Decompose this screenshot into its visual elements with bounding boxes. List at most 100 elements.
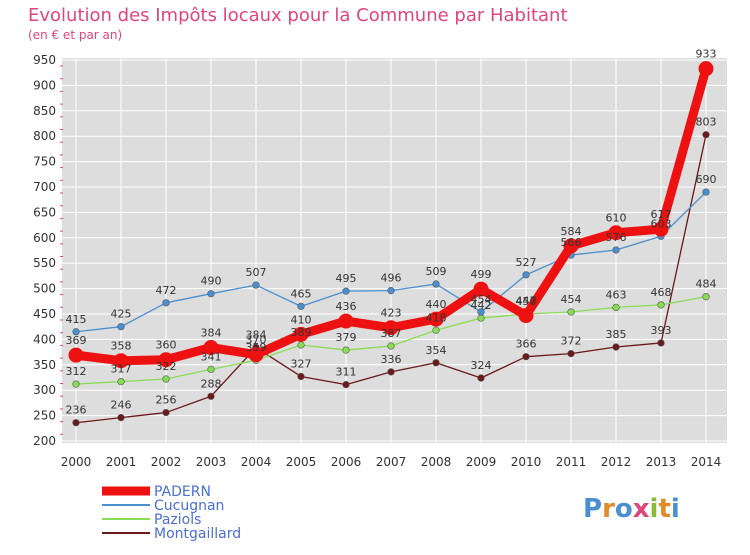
x-tick-label: 2003 xyxy=(196,455,227,469)
data-label: 484 xyxy=(696,278,717,291)
data-point xyxy=(72,328,80,336)
data-point xyxy=(113,353,129,369)
data-label: 372 xyxy=(561,335,582,348)
data-point xyxy=(117,377,125,386)
y-tick-label: 900 xyxy=(33,78,56,92)
data-label: 312 xyxy=(66,365,87,378)
x-tick-label: 2004 xyxy=(241,455,272,469)
data-point xyxy=(518,308,534,324)
brand-letter: i xyxy=(650,494,659,524)
x-tick-label: 2008 xyxy=(421,455,452,469)
data-label: 366 xyxy=(516,338,537,351)
data-point xyxy=(567,308,575,316)
data-point xyxy=(657,339,665,347)
y-tick-label: 950 xyxy=(33,53,56,67)
data-label: 317 xyxy=(111,363,132,376)
legend-label: Cucugnan xyxy=(154,498,224,514)
data-label: 385 xyxy=(606,328,627,341)
data-label: 256 xyxy=(156,394,177,407)
brand-letter: x xyxy=(633,494,650,524)
y-tick-label: 850 xyxy=(33,104,56,118)
data-label: 360 xyxy=(156,339,177,352)
x-tick-label: 2007 xyxy=(376,455,407,469)
data-point xyxy=(248,347,264,363)
data-label: 370 xyxy=(246,334,267,347)
data-label: 690 xyxy=(696,173,717,186)
data-labels: 236 246 256 288 384 327 311 336 354 324 366 372 385 3… xyxy=(66,48,717,417)
data-point xyxy=(432,280,440,288)
data-point xyxy=(477,314,485,322)
data-point xyxy=(297,302,305,310)
data-label: 496 xyxy=(381,272,402,285)
data-point xyxy=(72,419,80,427)
x-tick-label: 2014 xyxy=(691,455,722,469)
data-point xyxy=(612,246,620,254)
data-label: 454 xyxy=(471,293,492,306)
data-label: 509 xyxy=(426,265,447,278)
data-label: 384 xyxy=(246,329,267,342)
data-point xyxy=(342,381,350,389)
x-tick-label: 2013 xyxy=(646,455,677,469)
x-axis: 2000 2001 2002 2003 2004 2005 2006 2007 2008 2009… xyxy=(61,455,722,469)
data-label: 465 xyxy=(291,287,312,300)
x-tick-label: 2012 xyxy=(601,455,632,469)
data-point xyxy=(297,372,305,381)
y-tick-label: 500 xyxy=(33,282,56,296)
y-tick-label: 550 xyxy=(33,256,56,270)
data-label: 450 xyxy=(516,295,537,308)
data-point xyxy=(342,287,350,295)
data-label: 468 xyxy=(651,286,672,299)
x-tick-label: 2002 xyxy=(151,455,182,469)
data-point xyxy=(432,326,440,334)
data-label: 423 xyxy=(381,307,402,320)
legend-label: Montgaillard xyxy=(154,526,241,542)
y-tick-label: 650 xyxy=(33,205,56,219)
data-point xyxy=(387,368,395,376)
x-tick-label: 2006 xyxy=(331,455,362,469)
data-point xyxy=(342,346,350,354)
data-point xyxy=(162,375,170,383)
x-tick-label: 2011 xyxy=(556,455,587,469)
data-label: 610 xyxy=(606,212,627,225)
brand-letter: t xyxy=(658,494,670,524)
data-label: 454 xyxy=(561,293,582,306)
data-label: 410 xyxy=(291,313,312,326)
data-point xyxy=(612,303,620,311)
data-point xyxy=(297,341,305,349)
data-label: 324 xyxy=(471,359,492,372)
data-label: 418 xyxy=(426,311,447,324)
data-label: 311 xyxy=(336,366,357,379)
data-label: 463 xyxy=(606,288,627,301)
data-label: 336 xyxy=(381,353,402,366)
data-point xyxy=(653,221,669,237)
data-point xyxy=(702,131,710,139)
x-tick-label: 2000 xyxy=(61,455,92,469)
y-tick-label: 400 xyxy=(33,332,56,346)
plot-area xyxy=(62,58,727,443)
data-label: 436 xyxy=(336,300,357,313)
data-label: 576 xyxy=(606,231,627,244)
data-point xyxy=(567,350,575,358)
data-label: 415 xyxy=(66,313,87,326)
data-label: 288 xyxy=(201,377,222,390)
legend-label: Paziols xyxy=(154,512,201,528)
data-label: 617 xyxy=(651,208,672,221)
series-layer xyxy=(68,61,714,427)
data-point xyxy=(698,61,714,77)
data-label: 442 xyxy=(471,299,492,312)
y-tick-label: 700 xyxy=(33,180,56,194)
data-label: 393 xyxy=(651,324,672,337)
data-label: 387 xyxy=(381,327,402,340)
data-point xyxy=(203,340,219,356)
data-label: 933 xyxy=(696,48,717,61)
y-tick-label: 300 xyxy=(33,383,56,397)
data-point xyxy=(657,301,665,309)
x-tick-label: 2010 xyxy=(511,455,542,469)
data-point xyxy=(612,343,620,351)
data-label: 527 xyxy=(516,256,537,269)
data-label: 440 xyxy=(426,298,447,311)
y-tick-label: 250 xyxy=(33,409,56,423)
grid-layer xyxy=(62,58,727,443)
data-point xyxy=(387,342,395,350)
legend-label: PADERN xyxy=(154,484,211,500)
